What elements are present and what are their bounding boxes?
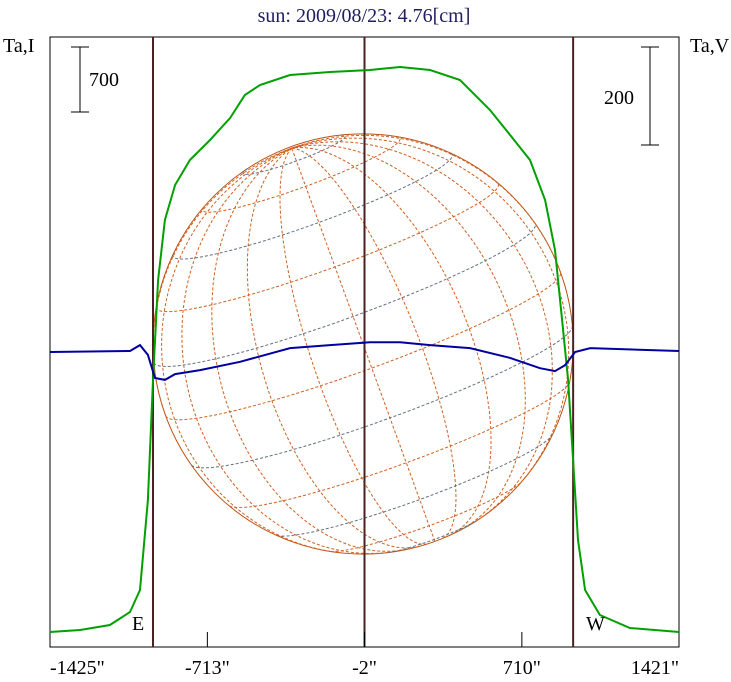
meridian-line [211,147,406,552]
parallel-line [155,182,500,313]
x-tick-label: 1421" [631,657,679,679]
parallel-line [153,223,537,368]
meridian-line [181,147,389,555]
y-label-right: Ta,V [690,35,730,57]
series-tai [49,65,680,633]
parallel-line [242,134,346,175]
east-label: E [132,613,144,635]
meridian-line [291,144,526,530]
meridian-line [291,141,553,521]
series-tav [49,341,680,381]
west-label: W [586,613,605,635]
chart-title: sun: 2009/08/23: 4.76[cm] [258,5,471,27]
scale-bar-left-label: 700 [89,69,119,91]
meridian-line [291,147,436,542]
meridian-line [291,147,457,539]
scale-bar-right: 200 [604,46,659,146]
meridian-line [291,134,561,273]
solar-limb-circle [152,133,574,555]
scale-bar-left: 700 [71,46,119,113]
solar-disk [152,133,574,555]
meridian-line [279,147,427,545]
x-tick-label: 710" [503,657,541,679]
parallel-line [229,382,570,509]
x-tick-label: -1425" [50,657,105,679]
parallel-line [191,326,573,469]
meridian-line [161,147,342,554]
parallel-line [201,136,401,213]
x-tick-label: -713" [185,657,230,679]
scale-bar-right-label: 200 [604,87,634,109]
meridian-line [246,147,420,549]
meridian-line [291,137,570,491]
parallel-line [330,481,522,553]
parallel-line [388,519,478,553]
y-label-left: Ta,I [3,35,34,57]
x-tick-label: -2" [352,657,377,679]
parallel-line [165,272,562,421]
parallel-line [276,434,553,537]
